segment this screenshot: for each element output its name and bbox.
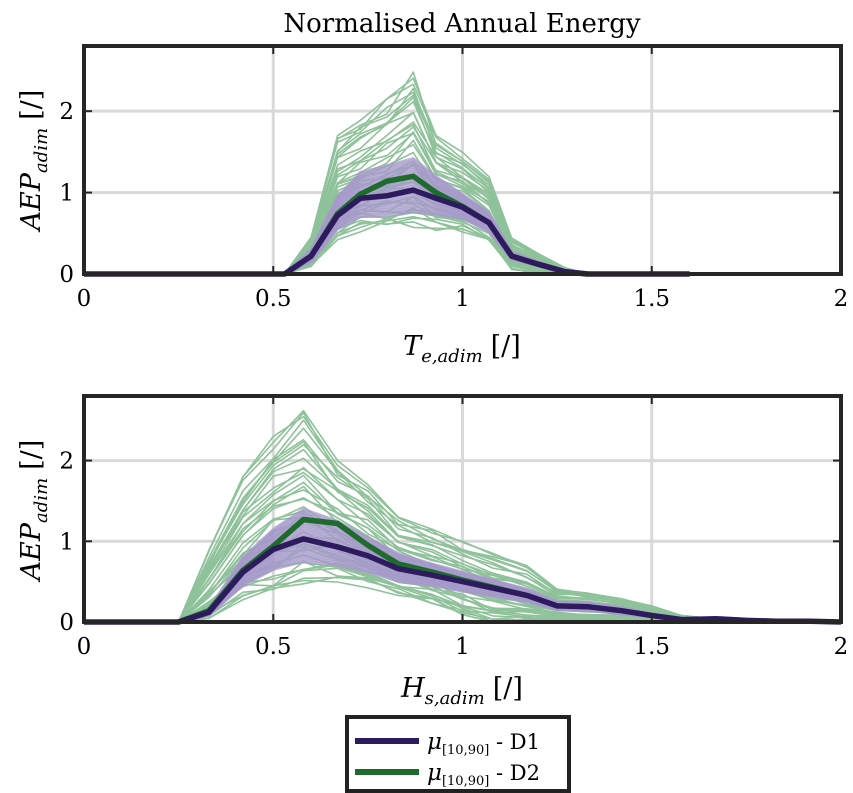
bottom-run-line-d2 xyxy=(177,440,717,623)
legend: μ[10,90] - D1 μ[10,90] - D2 xyxy=(345,715,571,793)
bottom-xtick-label: 1 xyxy=(455,634,470,660)
top-ytick-label: 1 xyxy=(59,181,74,207)
bottom-panel: 0 0.5 1 1.5 2 0 1 2 xyxy=(59,394,849,660)
top-xlabel-unit: [/] xyxy=(491,331,521,362)
bottom-xtick-label: 0.5 xyxy=(255,634,292,660)
top-ytick-label: 0 xyxy=(59,262,74,288)
legend-label-d1-sub: [10,90] xyxy=(442,743,489,758)
top-run-line-d2 xyxy=(284,96,588,275)
top-ylabel-unit: [/] xyxy=(16,90,47,120)
bottom-xtick-label: 2 xyxy=(834,634,849,660)
top-xtick-label: 0 xyxy=(77,286,92,312)
bottom-run-line-d2 xyxy=(177,448,717,623)
legend-label-d2-sub: [10,90] xyxy=(442,774,489,789)
legend-label-d1-mu: μ xyxy=(427,729,442,755)
top-xlabel-main: T xyxy=(403,331,423,362)
top-xtick-label: 1 xyxy=(455,286,470,312)
legend-label-d2: μ[10,90] - D2 xyxy=(427,760,540,789)
bottom-xtick-label: 0 xyxy=(77,634,92,660)
legend-label-d1-suffix: - D1 xyxy=(489,730,540,754)
bottom-ylabel-main: AEP xyxy=(16,522,47,583)
legend-label-d2-mu: μ xyxy=(427,760,442,786)
top-run-line-d2 xyxy=(283,77,588,275)
bottom-xlabel-sub: s,adim xyxy=(425,688,485,709)
top-mean-line-d1 xyxy=(84,187,690,277)
legend-label-d1: μ[10,90] - D1 xyxy=(427,729,540,758)
bottom-run-line-d2 xyxy=(177,419,717,623)
bottom-mean-line-d1 xyxy=(84,536,842,625)
bottom-ylabel: AEPadim [/] xyxy=(16,440,52,584)
top-panel: 0 0.5 1 1.5 2 0 1 2 xyxy=(59,44,849,312)
bottom-xtick-label: 1.5 xyxy=(633,634,670,660)
top-xlabel: Te,adim [/] xyxy=(403,331,521,367)
top-ylabel-main: AEP xyxy=(16,172,47,233)
legend-box xyxy=(345,715,571,793)
top-ylabel-sub: adim xyxy=(31,128,52,173)
bottom-xlabel-main: H xyxy=(400,673,425,704)
bottom-xlabel-unit: [/] xyxy=(493,673,523,704)
bottom-ytick-label: 0 xyxy=(59,610,74,636)
top-xtick-label: 0.5 xyxy=(255,286,292,312)
bottom-ylabel-unit: [/] xyxy=(16,440,47,470)
top-ytick-label: 2 xyxy=(59,99,74,125)
bottom-xlabel: Hs,adim [/] xyxy=(400,673,523,709)
legend-label-d2-suffix: - D2 xyxy=(489,761,540,785)
top-ylabel: AEPadim [/] xyxy=(16,90,52,234)
bottom-ytick-label: 1 xyxy=(59,529,74,555)
bottom-ylabel-sub: adim xyxy=(31,478,52,523)
chart-title: Normalised Annual Energy xyxy=(283,9,641,39)
bottom-run-line-d2 xyxy=(177,409,717,623)
bottom-ytick-label: 2 xyxy=(59,449,74,475)
top-xtick-label: 1.5 xyxy=(633,286,670,312)
top-xtick-label: 2 xyxy=(834,286,849,312)
top-xlabel-sub: e,adim xyxy=(421,346,482,367)
